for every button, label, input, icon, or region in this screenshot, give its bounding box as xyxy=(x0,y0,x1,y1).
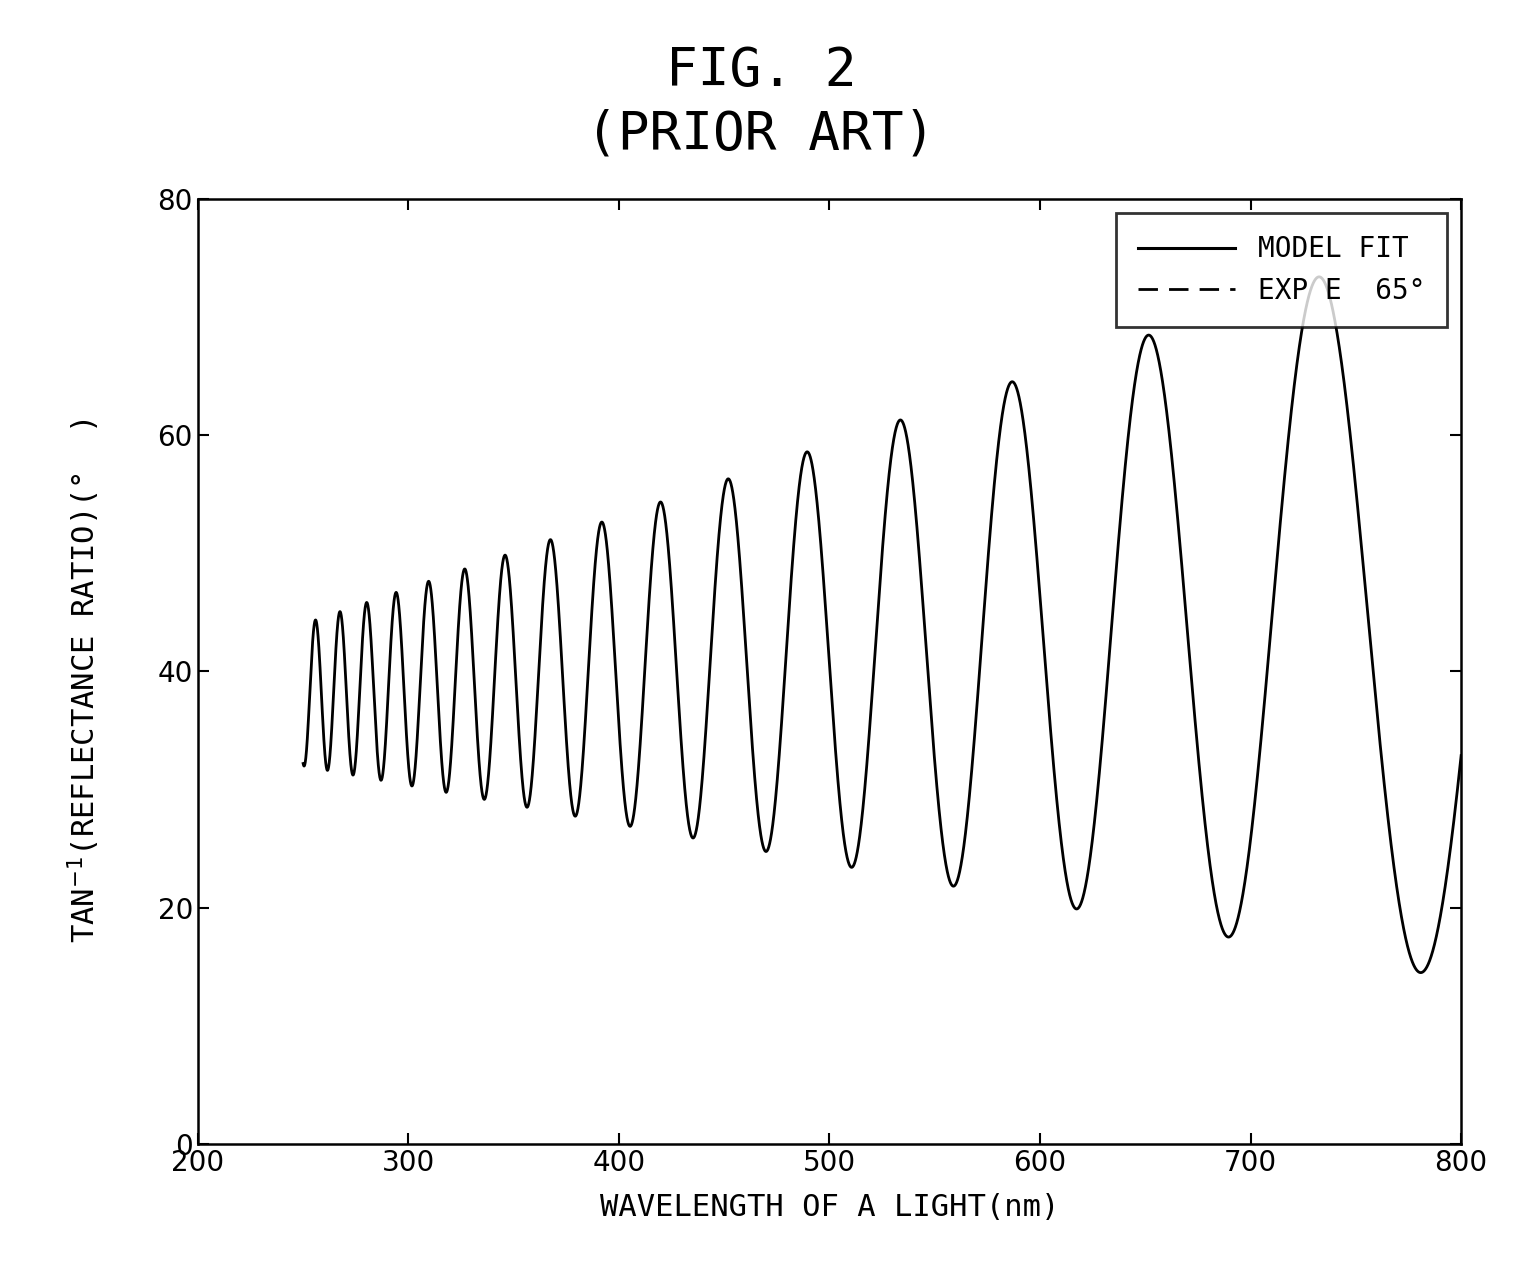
X-axis label: WAVELENGTH OF A LIGHT(nm): WAVELENGTH OF A LIGHT(nm) xyxy=(600,1194,1059,1222)
Legend: MODEL FIT, EXP E  65°: MODEL FIT, EXP E 65° xyxy=(1116,213,1447,328)
Text: FIG. 2: FIG. 2 xyxy=(665,45,857,96)
Text: TAN$^{-1}$(REFLECTANCE RATIO)(°  ): TAN$^{-1}$(REFLECTANCE RATIO)(° ) xyxy=(65,419,102,943)
Text: (PRIOR ART): (PRIOR ART) xyxy=(586,109,936,161)
